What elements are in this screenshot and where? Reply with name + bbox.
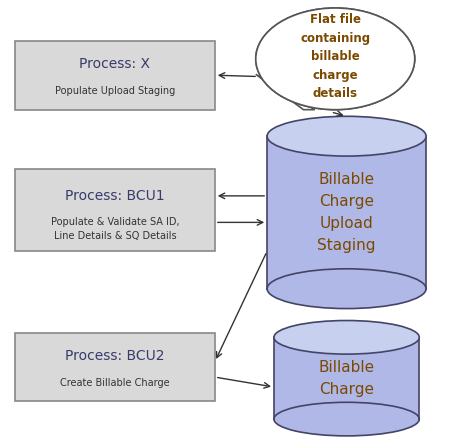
Text: Flat file
containing
billable
charge
details: Flat file containing billable charge det… [300, 13, 370, 100]
Text: Process: X: Process: X [80, 57, 150, 71]
Text: Populate Upload Staging: Populate Upload Staging [55, 86, 175, 96]
Ellipse shape [256, 8, 415, 110]
Polygon shape [267, 136, 426, 289]
Text: Create Billable Charge: Create Billable Charge [60, 378, 170, 388]
Text: Billable
Charge
Upload
Staging: Billable Charge Upload Staging [317, 172, 376, 253]
Ellipse shape [274, 402, 419, 436]
Text: Process: BCU2: Process: BCU2 [65, 349, 165, 363]
Text: Populate & Validate SA ID,
Line Details & SQ Details: Populate & Validate SA ID, Line Details … [51, 217, 179, 240]
Ellipse shape [256, 8, 415, 110]
FancyBboxPatch shape [15, 169, 215, 251]
Text: Billable
Charge: Billable Charge [319, 359, 375, 397]
FancyBboxPatch shape [15, 41, 215, 110]
Ellipse shape [267, 269, 426, 308]
Polygon shape [256, 74, 315, 110]
Ellipse shape [274, 320, 419, 354]
Polygon shape [274, 337, 419, 419]
FancyBboxPatch shape [15, 333, 215, 401]
Ellipse shape [267, 116, 426, 156]
Text: Process: BCU1: Process: BCU1 [65, 190, 165, 203]
